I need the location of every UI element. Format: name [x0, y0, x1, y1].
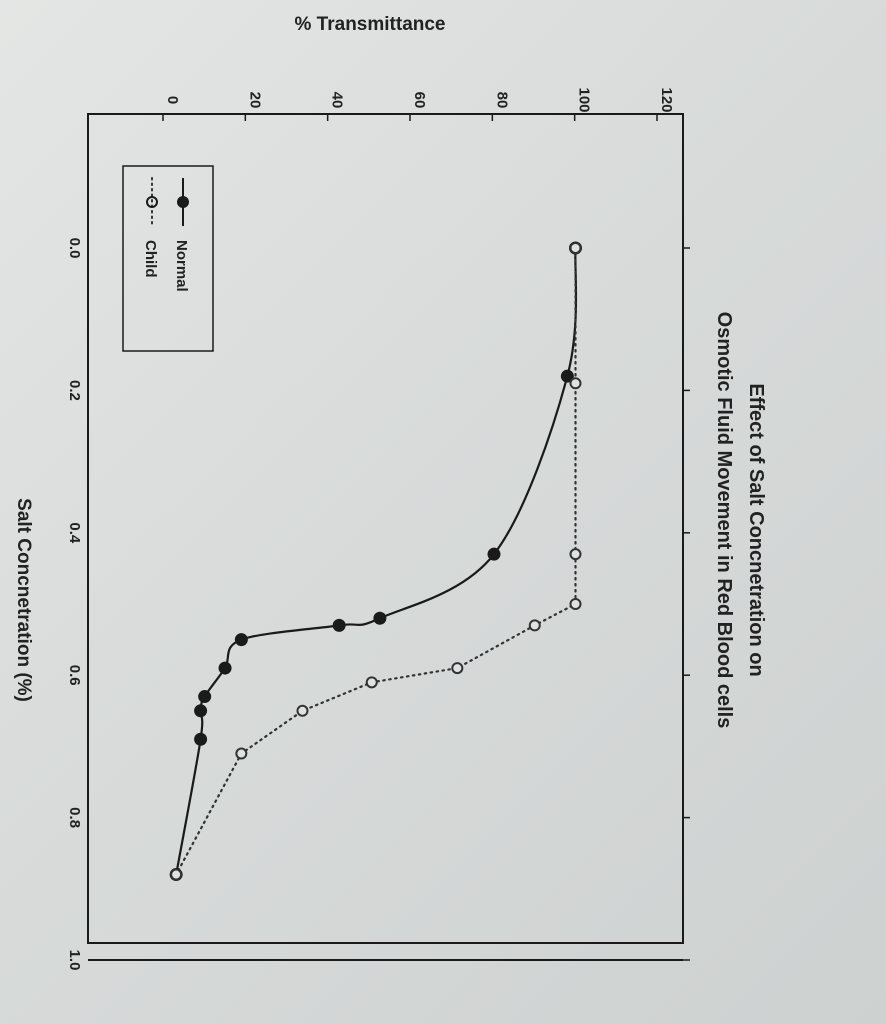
- x-tick-label: 0.6: [66, 665, 83, 686]
- series-points-group: [169, 241, 582, 882]
- data-point-child: [451, 662, 464, 675]
- y-tick-label: 20: [246, 92, 263, 109]
- data-point-child: [528, 619, 541, 632]
- data-point-child: [569, 377, 582, 390]
- legend-child-label: Child: [142, 240, 159, 278]
- data-point-child: [296, 704, 309, 717]
- plot-area: [87, 113, 684, 944]
- y-tick-label: 80: [493, 92, 510, 109]
- data-point-normal: [560, 369, 574, 383]
- y-tick-label: 120: [658, 87, 675, 112]
- data-point-normal: [234, 633, 248, 647]
- y-tick-label: 0: [164, 96, 181, 104]
- x-tick-label: 0.4: [66, 522, 83, 544]
- data-point-normal: [218, 661, 232, 675]
- y-tick-label: 40: [329, 92, 346, 109]
- x-tick-label: 0.2: [66, 380, 83, 401]
- legend: Normal Child: [122, 165, 214, 352]
- x-tick-label: 1.0: [66, 950, 83, 971]
- series-line-normal: [175, 247, 578, 875]
- legend-normal-marker: [177, 196, 189, 208]
- data-point-child: [170, 868, 183, 881]
- data-point-normal: [194, 732, 208, 746]
- x-axis-title: Salt Concnetration (%): [13, 498, 34, 702]
- chart-title-line-1: Effect of Salt Concnetration on: [745, 383, 767, 676]
- data-point-normal: [332, 618, 346, 632]
- legend-normal-label: Normal: [173, 240, 190, 292]
- x-tick-label: 0.8: [66, 807, 83, 828]
- legend-child-marker: [146, 196, 158, 208]
- data-point-normal: [198, 690, 212, 704]
- data-point-child: [569, 548, 582, 561]
- data-point-child: [235, 747, 248, 760]
- data-point-child: [569, 598, 582, 610]
- chart-title-line-2: Osmotic Fluid Movement in Red Blood cell…: [713, 312, 735, 729]
- data-point-child: [365, 676, 378, 689]
- ticks-group: 0 20 40 60 80 100 120 0.0 0.2 0.4 0.6 0.8 1.0: [66, 87, 690, 970]
- legend-box: [122, 165, 214, 352]
- series-lines-group: [175, 246, 578, 876]
- data-point-normal: [194, 704, 208, 718]
- y-tick-label: 60: [411, 92, 428, 109]
- x-tick-label: 0.0: [66, 238, 83, 259]
- data-point-normal: [487, 547, 501, 561]
- y-tick-label: 100: [576, 87, 593, 112]
- data-point-normal: [373, 611, 387, 625]
- data-point-child: [569, 242, 582, 254]
- y-axis-title: % Transmittance: [295, 14, 446, 35]
- series-line-child: [175, 246, 577, 876]
